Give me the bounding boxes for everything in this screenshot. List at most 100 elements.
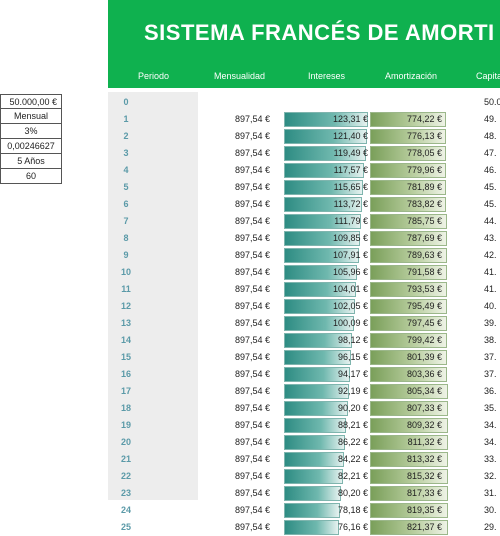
header-periodo[interactable]: Periodo — [138, 71, 170, 81]
cell-intereses[interactable]: 123,31 € — [332, 114, 368, 124]
cell-amortizacion[interactable]: 795,49 € — [406, 301, 442, 311]
cell-amortizacion[interactable]: 799,42 € — [406, 335, 442, 345]
cell-intereses[interactable]: 90,20 € — [337, 403, 368, 413]
cell-amortizacion[interactable]: 813,32 € — [406, 454, 442, 464]
cell-amortizacion[interactable]: 817,33 € — [406, 488, 442, 498]
cell-capital[interactable]: 32. — [484, 471, 497, 481]
cell-intereses[interactable]: 98,12 € — [337, 335, 368, 345]
cell-mensualidad[interactable]: 897,54 € — [234, 284, 270, 294]
cell-amortizacion[interactable]: 815,32 € — [406, 471, 442, 481]
cell-periodo[interactable]: 16 — [120, 369, 131, 379]
cell-amortizacion[interactable]: 811,32 € — [407, 437, 442, 447]
cell-amortizacion[interactable]: 805,34 € — [406, 386, 442, 396]
cell-intereses[interactable]: 117,57 € — [333, 165, 368, 175]
cell-capital[interactable]: 50.0 — [484, 97, 500, 107]
cell-amortizacion[interactable]: 809,32 € — [406, 420, 442, 430]
cell-periodo[interactable]: 1 — [123, 114, 129, 124]
cell-capital[interactable]: 34. — [484, 437, 497, 447]
cell-amortizacion[interactable]: 778,05 € — [406, 148, 442, 158]
cell-periodo[interactable]: 7 — [123, 216, 129, 226]
cell-periodo[interactable]: 15 — [120, 352, 131, 362]
cell-capital[interactable]: 46. — [484, 165, 497, 175]
cell-capital[interactable]: 34. — [484, 420, 497, 430]
cell-amortizacion[interactable]: 779,96 € — [406, 165, 442, 175]
cell-intereses[interactable]: 100,09 € — [332, 318, 368, 328]
cell-amortizacion[interactable]: 789,63 € — [406, 250, 442, 260]
param-capital[interactable]: 50.000,00 € — [0, 94, 62, 109]
cell-mensualidad[interactable]: 897,54 € — [234, 522, 270, 532]
cell-capital[interactable]: 29. — [484, 522, 497, 532]
cell-capital[interactable]: 37. — [484, 369, 497, 379]
param-annual-rate[interactable]: 3% — [0, 124, 62, 139]
cell-mensualidad[interactable]: 897,54 € — [234, 488, 270, 498]
cell-mensualidad[interactable]: 897,54 € — [234, 352, 270, 362]
cell-periodo[interactable]: 14 — [120, 335, 131, 345]
cell-mensualidad[interactable]: 897,54 € — [234, 420, 270, 430]
cell-mensualidad[interactable]: 897,54 € — [234, 131, 270, 141]
cell-intereses[interactable]: 96,15 € — [337, 352, 368, 362]
cell-mensualidad[interactable]: 897,54 € — [234, 318, 270, 328]
cell-intereses[interactable]: 113,72 € — [333, 199, 368, 209]
cell-capital[interactable]: 47. — [484, 148, 497, 158]
cell-mensualidad[interactable]: 897,54 € — [234, 386, 270, 396]
cell-periodo[interactable]: 0 — [123, 97, 129, 107]
cell-intereses[interactable]: 121,40 € — [332, 131, 368, 141]
cell-periodo[interactable]: 21 — [120, 454, 131, 464]
cell-capital[interactable]: 38. — [484, 335, 497, 345]
cell-mensualidad[interactable]: 897,54 € — [234, 114, 270, 124]
cell-intereses[interactable]: 111,79 € — [334, 216, 368, 226]
cell-periodo[interactable]: 5 — [123, 182, 129, 192]
header-intereses[interactable]: Intereses — [308, 71, 346, 81]
cell-intereses[interactable]: 92,19 € — [337, 386, 368, 396]
cell-amortizacion[interactable]: 821,37 € — [406, 522, 442, 532]
cell-mensualidad[interactable]: 897,54 € — [234, 505, 270, 515]
cell-periodo[interactable]: 18 — [120, 403, 131, 413]
cell-capital[interactable]: 39. — [484, 318, 497, 328]
cell-amortizacion[interactable]: 781,89 € — [406, 182, 442, 192]
cell-mensualidad[interactable]: 897,54 € — [234, 335, 270, 345]
cell-amortizacion[interactable]: 776,13 € — [406, 131, 442, 141]
cell-capital[interactable]: 45. — [484, 182, 497, 192]
header-mensualidad[interactable]: Mensualidad — [214, 71, 266, 81]
cell-capital[interactable]: 42. — [484, 250, 497, 260]
cell-capital[interactable]: 48. — [484, 131, 497, 141]
cell-mensualidad[interactable]: 897,54 € — [234, 369, 270, 379]
cell-intereses[interactable]: 119,49 € — [333, 148, 368, 158]
header-capital[interactable]: Capita — [476, 71, 500, 81]
cell-periodo[interactable]: 10 — [120, 267, 131, 277]
cell-intereses[interactable]: 84,22 € — [337, 454, 368, 464]
cell-amortizacion[interactable]: 791,58 € — [406, 267, 442, 277]
cell-intereses[interactable]: 78,18 € — [337, 505, 368, 515]
param-frequency[interactable]: Mensual — [0, 109, 62, 124]
cell-capital[interactable]: 31. — [484, 488, 497, 498]
cell-periodo[interactable]: 3 — [123, 148, 129, 158]
cell-intereses[interactable]: 109,85 € — [332, 233, 368, 243]
cell-mensualidad[interactable]: 897,54 € — [234, 148, 270, 158]
param-term[interactable]: 5 Años — [0, 154, 62, 169]
cell-intereses[interactable]: 107,91 € — [332, 250, 368, 260]
cell-mensualidad[interactable]: 897,54 € — [234, 216, 270, 226]
cell-mensualidad[interactable]: 897,54 € — [234, 437, 270, 447]
cell-intereses[interactable]: 86,22 € — [337, 437, 368, 447]
cell-capital[interactable]: 35. — [484, 403, 497, 413]
cell-amortizacion[interactable]: 803,36 € — [406, 369, 442, 379]
cell-capital[interactable]: 44. — [484, 216, 497, 226]
cell-periodo[interactable]: 20 — [120, 437, 131, 447]
cell-periodo[interactable]: 6 — [123, 199, 129, 209]
cell-capital[interactable]: 41. — [484, 284, 497, 294]
cell-periodo[interactable]: 25 — [120, 522, 131, 532]
cell-mensualidad[interactable]: 897,54 € — [234, 267, 270, 277]
cell-capital[interactable]: 49. — [484, 114, 497, 124]
cell-mensualidad[interactable]: 897,54 € — [234, 403, 270, 413]
cell-amortizacion[interactable]: 774,22 € — [406, 114, 442, 124]
cell-amortizacion[interactable]: 793,53 € — [406, 284, 442, 294]
header-amortizacion[interactable]: Amortización — [385, 71, 438, 81]
cell-intereses[interactable]: 115,65 € — [333, 182, 368, 192]
cell-periodo[interactable]: 4 — [123, 165, 129, 175]
cell-periodo[interactable]: 19 — [120, 420, 131, 430]
cell-capital[interactable]: 36. — [484, 386, 497, 396]
cell-periodo[interactable]: 13 — [120, 318, 131, 328]
cell-intereses[interactable]: 82,21 € — [337, 471, 368, 481]
cell-capital[interactable]: 41. — [484, 267, 497, 277]
cell-mensualidad[interactable]: 897,54 € — [234, 454, 270, 464]
